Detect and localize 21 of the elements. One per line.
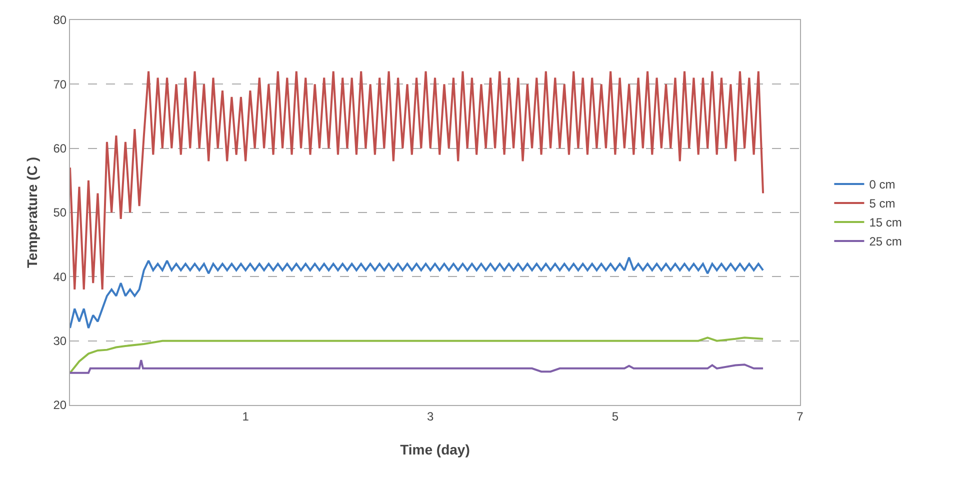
y-tick-label: 80 <box>53 13 67 28</box>
x-tick-label: 5 <box>612 409 619 424</box>
y-tick-label: 50 <box>53 206 67 220</box>
legend-label: 25 cm <box>869 234 902 249</box>
y-tick-label: 40 <box>53 270 67 284</box>
x-tick-label: 1 <box>242 409 250 424</box>
legend-label: 15 cm <box>869 216 902 230</box>
y-axis-title: Temperature (C ) <box>24 157 40 268</box>
line-series <box>70 359 764 374</box>
legend-label: 0 cm <box>869 178 896 192</box>
legend-label: 5 cm <box>869 196 896 211</box>
x-axis-title: Time (day) <box>400 442 470 458</box>
y-tick-label: 60 <box>53 142 67 156</box>
x-tick-label: 7 <box>796 409 804 424</box>
y-tick-label: 30 <box>53 334 67 348</box>
y-tick-label: 20 <box>53 398 67 412</box>
y-tick-label: 70 <box>53 77 67 92</box>
line-series <box>70 70 764 290</box>
x-tick-label: 3 <box>427 409 434 424</box>
line-series <box>70 336 764 374</box>
line-series <box>70 256 764 329</box>
